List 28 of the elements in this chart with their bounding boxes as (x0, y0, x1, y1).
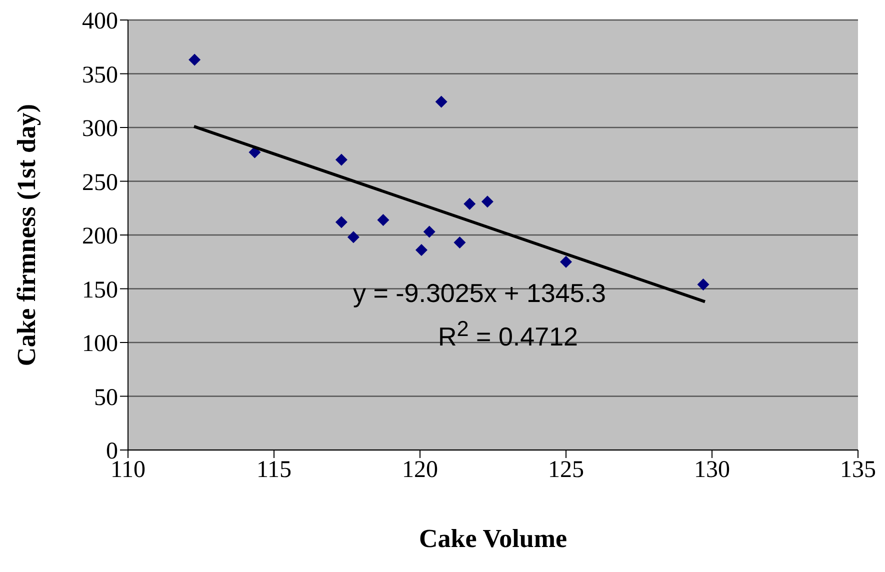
point (481, 196, 494, 208)
x-axis-title: Cake Volume (418, 524, 568, 553)
point (560, 256, 572, 268)
point (423, 226, 436, 238)
point (415, 244, 428, 256)
point (435, 96, 448, 108)
point (347, 231, 360, 244)
y-tick-label: 50 (94, 384, 118, 411)
point (335, 154, 348, 166)
y-tick-label: 400 (82, 8, 118, 35)
y-tick-label: 300 (82, 116, 118, 142)
x-tick-label: 115 (256, 457, 292, 484)
point (454, 236, 466, 249)
x-tick-label: 130 (694, 457, 730, 484)
y-tick-label: 350 (82, 62, 118, 88)
x-tick-label: 120 (402, 457, 438, 484)
y-axis-title: Cake firmness (1st day) (12, 104, 42, 366)
y-tick-label: 250 (82, 170, 118, 196)
y-tick-label: 150 (82, 277, 118, 304)
point (464, 198, 476, 210)
point (188, 54, 201, 66)
point (335, 216, 348, 228)
point (697, 278, 710, 290)
y-tick-label: 200 (82, 224, 118, 250)
x-tick-label: 135 (840, 457, 876, 484)
x-tick-label: 125 (548, 457, 584, 484)
y-tick-label: 100 (82, 331, 118, 358)
point (377, 214, 390, 226)
